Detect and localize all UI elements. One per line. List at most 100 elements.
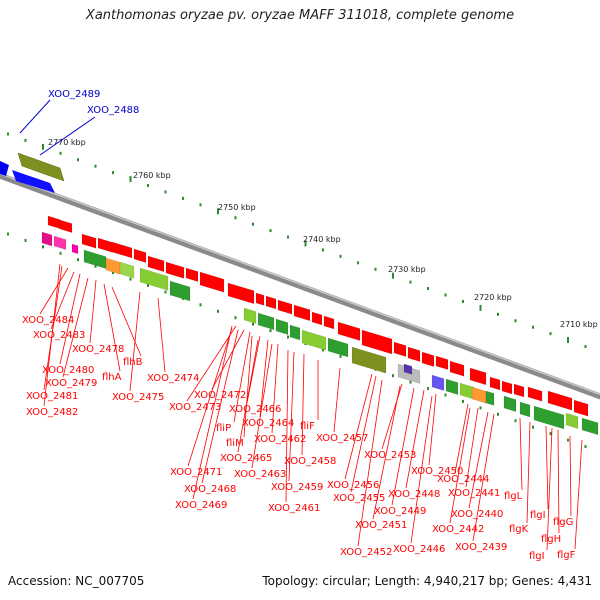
gene-label-xoo-2488[interactable]: XOO_2488: [87, 105, 139, 116]
gene-label[interactable]: XOO_2468: [184, 484, 236, 495]
gene-feature[interactable]: [351, 346, 387, 374]
gene-label[interactable]: XOO_2439: [455, 542, 507, 553]
gene-feature[interactable]: [469, 367, 487, 386]
gene-label[interactable]: XOO_2474: [147, 373, 199, 384]
gene-feature[interactable]: [275, 318, 289, 335]
gene-feature[interactable]: [169, 280, 191, 302]
gene-feature[interactable]: [445, 378, 459, 395]
gene-feature[interactable]: [243, 307, 257, 324]
gene-label[interactable]: fliF: [300, 421, 315, 432]
gene-label[interactable]: XOO_2475: [112, 392, 164, 403]
gene-feature[interactable]: [81, 233, 97, 249]
gene-feature[interactable]: [547, 390, 573, 411]
gene-feature[interactable]: [199, 271, 225, 293]
gene-feature[interactable]: [361, 329, 393, 355]
gene-label-xoo-2489[interactable]: XOO_2489: [48, 89, 100, 100]
gene-feature[interactable]: [133, 248, 147, 263]
gene-feature[interactable]: [393, 341, 407, 357]
gene-label[interactable]: XOO_2463: [234, 469, 286, 480]
gene-label[interactable]: flgF: [557, 550, 576, 561]
gene-feature[interactable]: [277, 299, 293, 315]
gene-label[interactable]: flgL: [504, 491, 523, 502]
gene-feature[interactable]: [403, 363, 413, 375]
gene-feature[interactable]: [519, 401, 531, 418]
gene-label[interactable]: XOO_2446: [393, 544, 445, 555]
gene-feature[interactable]: [581, 417, 599, 436]
gene-feature[interactable]: [565, 412, 579, 429]
gene-feature[interactable]: [139, 267, 169, 291]
gene-label[interactable]: XOO_2450: [411, 466, 463, 477]
gene-feature[interactable]: [289, 324, 301, 341]
gene-label[interactable]: XOO_2453: [364, 450, 416, 461]
gene-label[interactable]: XOO_2466: [229, 404, 281, 415]
gene-label[interactable]: XOO_2484: [22, 315, 74, 326]
gene-feature[interactable]: [527, 386, 543, 402]
gene-label[interactable]: XOO_2459: [271, 482, 323, 493]
gene-feature[interactable]: [327, 337, 349, 358]
gene-label[interactable]: XOO_2457: [316, 433, 368, 444]
gene-feature[interactable]: [485, 390, 495, 406]
gene-feature[interactable]: [59, 219, 73, 233]
gene-label[interactable]: XOO_2448: [388, 489, 440, 500]
gene-feature[interactable]: [105, 257, 121, 275]
gene-feature[interactable]: [435, 355, 449, 370]
gene-label[interactable]: flgH: [541, 534, 561, 545]
gene-feature[interactable]: [41, 231, 53, 247]
gene-block-blue-top[interactable]: [12, 170, 55, 193]
gene-label[interactable]: flhA: [102, 372, 122, 383]
gene-block-olive-top[interactable]: [17, 152, 65, 182]
gene-label[interactable]: XOO_2442: [432, 524, 484, 535]
gene-feature[interactable]: [337, 321, 361, 341]
gene-label[interactable]: flgI: [529, 551, 545, 562]
gene-feature[interactable]: [573, 399, 589, 417]
gene-feature[interactable]: [147, 255, 165, 273]
gene-label[interactable]: flgI: [530, 510, 546, 521]
gene-label[interactable]: XOO_2461: [268, 503, 320, 514]
gene-feature[interactable]: [501, 380, 513, 395]
gene-label[interactable]: XOO_2455: [333, 493, 385, 504]
gene-block-blue-edge[interactable]: [0, 161, 9, 176]
gene-feature[interactable]: [97, 237, 113, 253]
gene-feature[interactable]: [53, 235, 67, 250]
gene-label[interactable]: XOO_2481: [26, 391, 78, 402]
gene-feature[interactable]: [111, 241, 123, 256]
gene-feature[interactable]: [407, 346, 421, 362]
gene-feature[interactable]: [257, 312, 275, 331]
gene-feature[interactable]: [165, 261, 185, 279]
gene-label[interactable]: flgK: [509, 524, 529, 535]
gene-label[interactable]: XOO_2458: [284, 456, 336, 467]
gene-label[interactable]: flgG: [553, 517, 573, 528]
gene-label[interactable]: XOO_2451: [355, 520, 407, 531]
gene-label[interactable]: XOO_2471: [170, 467, 222, 478]
gene-feature[interactable]: [119, 261, 135, 279]
gene-label[interactable]: XOO_2462: [254, 434, 306, 445]
gene-label[interactable]: XOO_2469: [175, 500, 227, 511]
gene-feature[interactable]: [323, 315, 335, 330]
gene-label[interactable]: XOO_2465: [220, 453, 272, 464]
gene-feature[interactable]: [513, 383, 525, 398]
gene-label[interactable]: XOO_2440: [451, 509, 503, 520]
gene-feature[interactable]: [421, 351, 435, 367]
gene-label[interactable]: XOO_2449: [374, 506, 426, 517]
gene-label[interactable]: XOO_2464: [242, 418, 294, 429]
gene-label[interactable]: XOO_2444: [437, 474, 489, 485]
gene-label[interactable]: XOO_2473: [169, 402, 221, 413]
gene-label[interactable]: XOO_2441: [448, 488, 500, 499]
gene-feature[interactable]: [301, 329, 327, 351]
gene-feature[interactable]: [293, 304, 311, 322]
gene-label[interactable]: XOO_2452: [340, 547, 392, 558]
gene-label[interactable]: XOO_2472: [194, 390, 246, 401]
gene-feature[interactable]: [227, 282, 255, 305]
gene-feature[interactable]: [311, 311, 323, 326]
gene-feature[interactable]: [265, 295, 277, 310]
gene-feature[interactable]: [255, 292, 265, 306]
gene-label[interactable]: fliP: [216, 423, 231, 434]
gene-label[interactable]: XOO_2480: [42, 365, 94, 376]
gene-feature[interactable]: [71, 243, 79, 255]
gene-feature[interactable]: [471, 386, 487, 404]
gene-feature[interactable]: [449, 360, 465, 377]
gene-feature[interactable]: [489, 376, 501, 391]
gene-feature[interactable]: [47, 215, 61, 229]
gene-feature[interactable]: [185, 267, 199, 282]
gene-label[interactable]: XOO_2479: [45, 378, 97, 389]
